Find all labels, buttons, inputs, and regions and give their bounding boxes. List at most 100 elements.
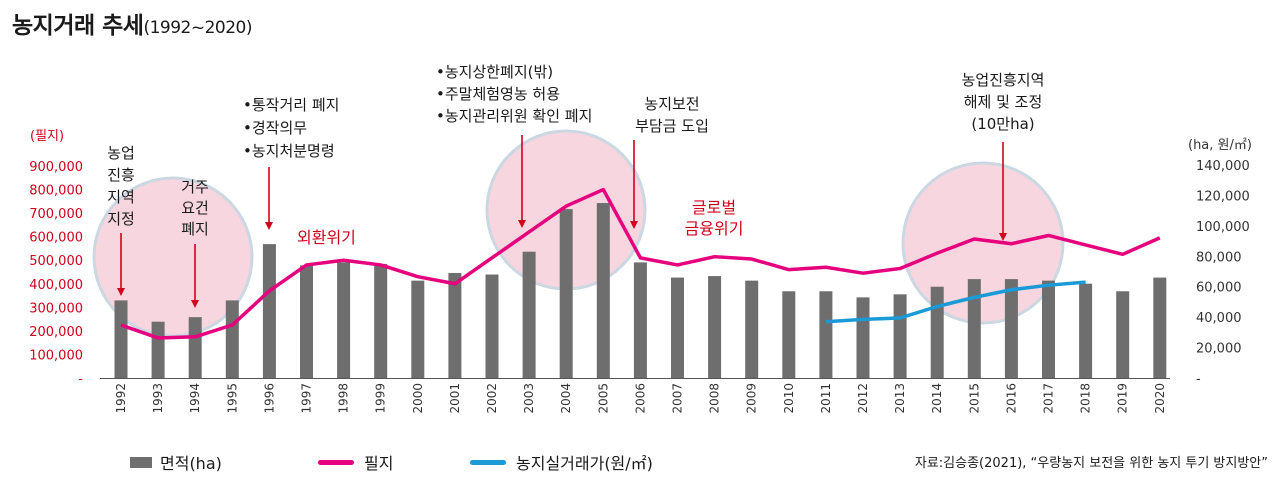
bar-area-2009: [745, 280, 759, 378]
x-tick-label: 2000: [411, 383, 425, 414]
bar-area-2013: [893, 294, 907, 378]
bar-area-2008: [708, 276, 722, 378]
left-tick-label: 500,000: [29, 254, 83, 269]
x-tick-label: 1992: [114, 383, 128, 414]
x-tick-label: 1997: [300, 383, 314, 414]
annotation-2002: •농지관리위원 확인 폐지: [436, 107, 592, 125]
x-tick-label: 2008: [708, 383, 722, 414]
legend-item-area: 면적(ha): [130, 450, 222, 474]
bar-area-2005: [596, 203, 610, 378]
annotation-1992: 지정: [107, 210, 135, 228]
bar-area-2002: [485, 274, 499, 378]
x-tick-label: 2018: [1079, 383, 1093, 414]
legend-label-parcel: 필지: [364, 454, 394, 473]
x-tick-label: 2007: [671, 383, 685, 414]
annotation-1996: •통작거리 폐지: [243, 96, 339, 114]
left-tick-label: 300,000: [29, 301, 83, 316]
annotation-financial-crisis-1997: 외환위기: [297, 228, 356, 247]
legend-swatch-area: [130, 456, 152, 468]
left-tick-label: -: [78, 372, 83, 387]
left-tick-label: 100,000: [29, 348, 83, 363]
left-tick-label: 400,000: [29, 278, 83, 293]
x-tick-label: 2017: [1042, 383, 1056, 414]
bar-area-2014: [930, 286, 944, 378]
x-tick-label: 2015: [967, 383, 981, 414]
right-tick-label: 20,000: [1196, 342, 1242, 357]
bar-area-1997: [300, 265, 313, 378]
title-main: 농지거래 추세: [12, 13, 144, 39]
right-tick-label: 60,000: [1196, 281, 1242, 296]
annotation-1992: 농업: [107, 144, 135, 162]
annotation-1994: 거주: [181, 178, 209, 196]
annotation-2016: 해제 및 조정: [964, 93, 1043, 111]
x-tick-label: 2014: [930, 383, 944, 414]
x-tick-label: 2003: [522, 383, 536, 414]
line-parcels: [120, 187, 1161, 340]
annotation-2016: 농업진흥지역: [962, 71, 1045, 89]
left-tick-label: 700,000: [29, 207, 83, 222]
x-tick-label: 1999: [374, 383, 388, 414]
x-tick-label: 2013: [893, 383, 907, 414]
annotation-global-crisis: 글로벌: [692, 198, 736, 217]
legend-swatch-price: [470, 459, 506, 465]
arrow-2003-head: [518, 220, 526, 228]
x-tick-label: 2016: [1004, 383, 1018, 414]
annotation-2002: •농지상한폐지(밖): [436, 63, 553, 81]
right-tick-label: 120,000: [1196, 189, 1250, 204]
bar-area-2020: [1153, 277, 1167, 378]
bar-area-1999: [374, 263, 388, 378]
bar-area-2018: [1079, 283, 1093, 378]
bar-area-1994: [188, 317, 202, 378]
x-tick-label: 2009: [745, 383, 759, 414]
legend-item-parcel: 필지: [318, 450, 393, 474]
x-tick-label: 2020: [1153, 383, 1167, 414]
annotation-2016: (10만ha): [971, 115, 1034, 133]
highlight-circle-3: [901, 161, 1065, 325]
x-tick-label: 2002: [485, 383, 499, 414]
annotation-2002: •주말체험영농 허용: [436, 85, 560, 103]
bar-area-2003: [522, 251, 536, 378]
bar-area-2011: [819, 291, 833, 378]
bar-area-1992: [114, 300, 128, 378]
source-note: 자료:김승종(2021), “우량농지 보전을 위한 농지 투기 방지방안”: [914, 456, 1268, 471]
bar-area-2012: [856, 297, 870, 378]
right-tick-label: -: [1196, 372, 1201, 387]
right-tick-label: 40,000: [1196, 311, 1242, 326]
line-real-price: [825, 280, 1086, 324]
bar-area-2015: [967, 279, 981, 378]
annotation-global-crisis: 금융위기: [685, 219, 744, 238]
x-tick-label: 2011: [819, 383, 833, 414]
x-tick-label: 2001: [448, 383, 462, 414]
right-tick-label: 100,000: [1196, 220, 1250, 235]
legend-label-area: 면적(ha): [160, 454, 222, 473]
bar-area-1998: [337, 262, 351, 378]
bar-area-2001: [448, 273, 462, 378]
annotation-1996: •농지처분명령: [243, 142, 335, 160]
left-axis-label: (필지): [30, 129, 64, 144]
x-tick-label: 2012: [856, 383, 870, 414]
bar-area-2000: [411, 280, 425, 378]
annotation-1994: 요건: [181, 199, 209, 217]
x-tick-label: 1996: [262, 383, 276, 414]
right-tick-label: 80,000: [1196, 250, 1242, 265]
bar-area-2016: [1004, 279, 1018, 378]
arrow-1996-head: [265, 222, 273, 230]
left-tick-label: 800,000: [29, 184, 83, 199]
bar-area-2004: [559, 209, 573, 378]
bar-area-2017: [1042, 280, 1055, 378]
legend-label-price: 농지실거래가(원/㎡): [516, 454, 653, 473]
x-tick-label: 2006: [633, 383, 647, 414]
annotation-1994: 폐지: [181, 220, 209, 238]
bar-area-2007: [671, 277, 684, 378]
chart-title: 농지거래 추세(1992~2020): [12, 6, 253, 40]
annotation-2006: 농지보전: [644, 95, 699, 113]
x-tick-label: 2004: [559, 383, 573, 414]
x-tick-label: 2005: [596, 383, 610, 414]
right-axis-label: (ha, 원/㎡): [1188, 138, 1252, 153]
arrow-2006-head: [630, 221, 638, 229]
bar-area-1993: [151, 321, 165, 378]
x-tick-label: 1995: [225, 383, 239, 414]
annotation-2006: 부담금 도입: [635, 117, 709, 135]
bar-area-2019: [1116, 291, 1130, 378]
